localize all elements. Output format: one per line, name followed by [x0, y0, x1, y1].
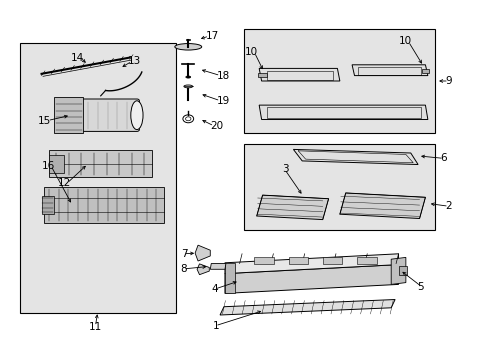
Polygon shape: [210, 264, 225, 269]
Text: 11: 11: [88, 321, 102, 332]
Polygon shape: [293, 149, 417, 165]
Bar: [288, 257, 307, 264]
Bar: [322, 257, 342, 264]
Polygon shape: [390, 257, 405, 284]
Text: 10: 10: [398, 36, 411, 46]
Bar: [254, 257, 273, 264]
Bar: [356, 257, 376, 264]
Text: 18: 18: [216, 71, 229, 81]
Bar: [244, 144, 434, 230]
Bar: [266, 71, 332, 80]
Polygon shape: [351, 65, 427, 76]
Polygon shape: [224, 254, 398, 274]
Polygon shape: [259, 68, 339, 81]
Text: 13: 13: [128, 56, 141, 66]
Ellipse shape: [185, 117, 190, 121]
Text: 3: 3: [281, 164, 288, 174]
Text: 9: 9: [444, 76, 451, 86]
Bar: [421, 69, 428, 73]
Text: 6: 6: [439, 153, 446, 163]
Bar: [398, 266, 407, 275]
Ellipse shape: [183, 115, 193, 123]
Text: 5: 5: [417, 282, 424, 292]
Text: 12: 12: [58, 178, 71, 188]
Ellipse shape: [130, 101, 143, 130]
Bar: [20, 43, 176, 313]
Text: 8: 8: [180, 264, 187, 274]
Polygon shape: [339, 193, 425, 219]
Text: 16: 16: [41, 161, 55, 171]
Bar: [44, 187, 163, 223]
Polygon shape: [197, 264, 209, 275]
Text: 15: 15: [38, 116, 51, 126]
Text: 10: 10: [244, 47, 258, 57]
FancyBboxPatch shape: [56, 99, 139, 131]
Polygon shape: [220, 300, 394, 315]
Text: 17: 17: [205, 31, 218, 41]
Text: 1: 1: [212, 321, 219, 331]
Ellipse shape: [175, 44, 201, 50]
Polygon shape: [224, 265, 398, 293]
Ellipse shape: [183, 85, 192, 88]
Polygon shape: [224, 263, 234, 293]
Polygon shape: [256, 195, 328, 220]
Bar: [258, 73, 266, 77]
Bar: [54, 97, 83, 133]
Bar: [49, 150, 151, 177]
Bar: [244, 29, 434, 133]
Bar: [41, 196, 54, 214]
Text: 19: 19: [216, 96, 229, 106]
Text: 7: 7: [180, 249, 187, 259]
Text: 4: 4: [210, 284, 217, 294]
Text: 2: 2: [444, 201, 451, 211]
Polygon shape: [195, 245, 210, 261]
Text: 20: 20: [210, 121, 223, 131]
Ellipse shape: [185, 76, 190, 78]
Bar: [358, 67, 420, 75]
Text: 14: 14: [71, 53, 84, 63]
Polygon shape: [259, 105, 427, 120]
Bar: [266, 107, 420, 118]
Bar: [49, 155, 63, 173]
